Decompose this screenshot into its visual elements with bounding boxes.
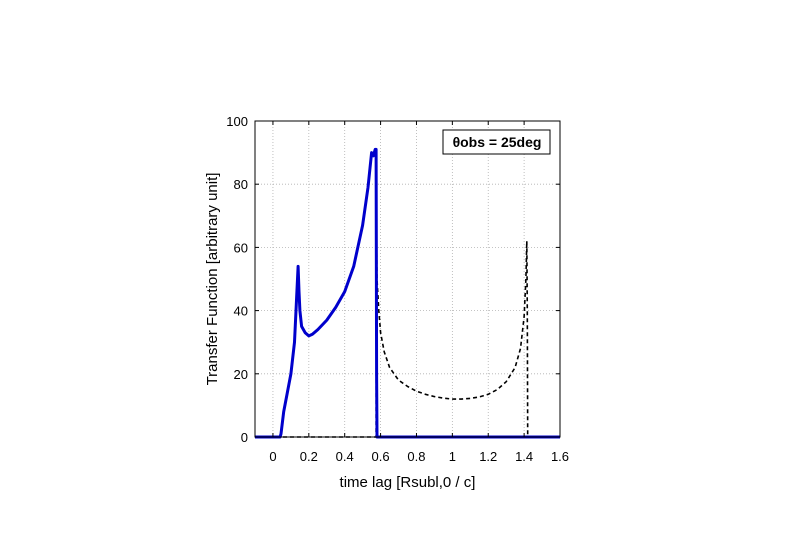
grid-lines	[255, 120, 561, 438]
series-group	[255, 147, 560, 439]
x-tick-label: 0	[269, 449, 276, 464]
x-tick-label: 1.4	[515, 449, 533, 464]
x-tick-label: 0.2	[300, 449, 318, 464]
y-tick-label: 60	[234, 240, 248, 255]
y-tick-label: 0	[241, 430, 248, 445]
y-tick-label: 100	[226, 114, 248, 129]
x-tick-label: 0.4	[336, 449, 354, 464]
x-tick-label: 0.8	[407, 449, 425, 464]
annotation-box: θobs = 25deg	[442, 129, 551, 155]
x-tick-label: 1.6	[551, 449, 569, 464]
x-tick-label: 1.2	[479, 449, 497, 464]
solid-series-line	[255, 147, 560, 439]
annotation-label: θobs = 25deg	[453, 134, 542, 150]
x-tick-label: 1	[449, 449, 456, 464]
y-tick-label: 40	[234, 304, 248, 319]
plot-frame	[254, 120, 561, 438]
y-tick-label: 20	[234, 367, 248, 382]
y-axis-label: Transfer Function [arbitrary unit]	[204, 173, 221, 386]
x-tick-label: 0.6	[372, 449, 390, 464]
y-tick-label: 80	[234, 177, 248, 192]
dashed-series-line	[255, 240, 560, 438]
x-axis-label: time lag [Rsubl,0 / c]	[340, 474, 476, 491]
tick-group: 0 0.2 0.4 0.6 0.8 1 1.2 1.4 1.6 0 20 40 60 80 100	[226, 114, 569, 464]
